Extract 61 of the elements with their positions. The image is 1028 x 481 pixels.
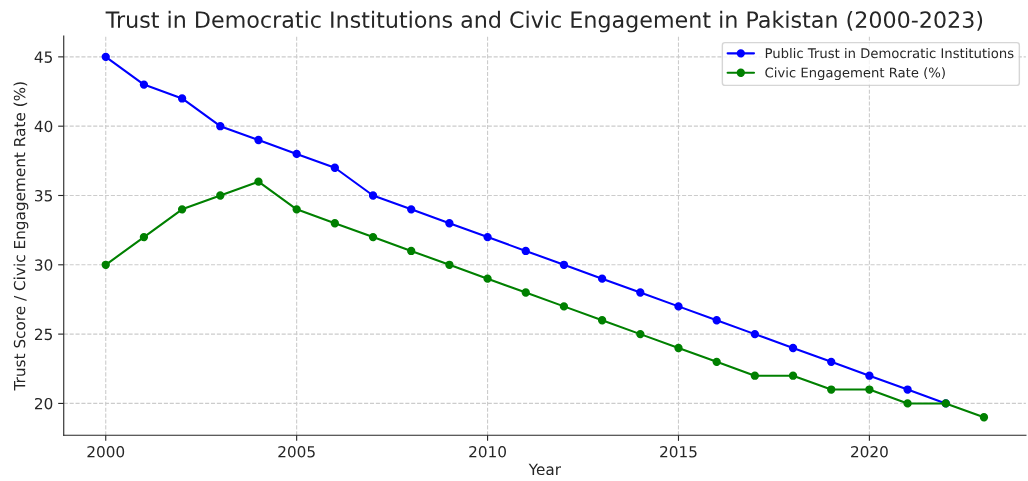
x-tick-label: 2010 [469,445,506,458]
point [865,371,874,380]
point [979,413,989,422]
y-tick-label: 30 [35,259,53,271]
point [139,80,149,89]
point [712,357,721,366]
point [445,219,454,228]
point [636,329,645,339]
legend-label: Civic Engagement Rate (%) [765,67,945,81]
point [750,371,760,380]
legend-label: Public Trust in Democratic Institutions [765,47,1014,59]
point [483,274,492,283]
point [674,343,683,353]
point [750,329,760,339]
point [292,149,301,159]
point [216,191,225,200]
point [139,232,149,242]
point [559,260,569,269]
point [674,302,683,311]
point [521,288,530,297]
point [216,122,225,131]
point [788,343,798,353]
point [827,357,836,366]
y-axis-title: Trust Score / Civic Engagement Rate (%) [13,82,29,391]
point [483,232,492,242]
point [788,371,798,380]
x-tick-label: 2020 [851,445,888,458]
x-tick-label: 2005 [278,445,315,458]
point [597,274,607,283]
y-tick-label: 25 [35,328,52,341]
point [636,288,645,297]
point [559,302,569,311]
point [330,219,339,228]
point [903,385,912,394]
point [101,260,110,269]
point [254,177,263,186]
point [597,316,607,325]
point [827,385,836,394]
point [445,260,454,269]
point [712,316,721,325]
y-tick-label: 35 [35,189,52,202]
point [903,399,912,408]
point [407,246,416,256]
point [177,94,187,103]
point [368,232,378,242]
x-tick-label: 2015 [660,445,697,458]
y-tick-label: 40 [34,120,53,133]
point [177,205,187,214]
point [521,246,530,256]
chart-title: Trust in Democratic Institutions and Civic Engagement in Pakistan (2000-2023) [105,10,983,33]
point [865,385,874,394]
point [254,135,263,145]
point [292,205,301,214]
point [407,205,416,214]
x-tick-label: 2000 [87,445,125,458]
point [330,163,339,172]
y-tick-label: 45 [34,51,52,63]
y-tick-label: 20 [35,397,53,410]
x-axis-title: Year [528,463,562,476]
point [101,52,110,62]
point [368,191,378,200]
